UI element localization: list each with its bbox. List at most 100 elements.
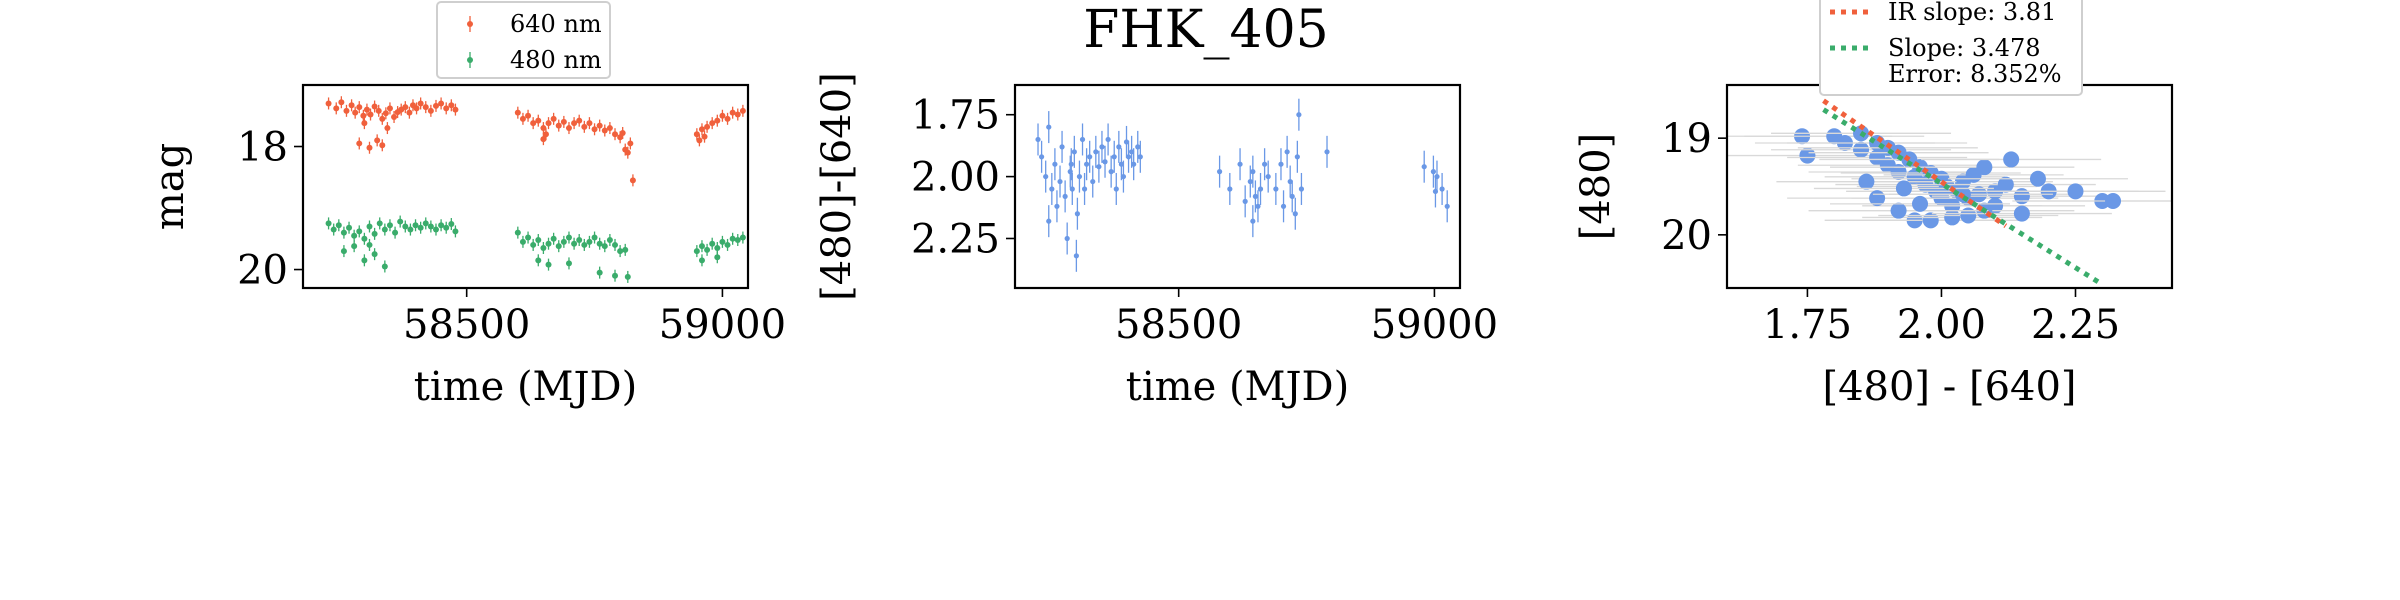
marker	[1278, 161, 1284, 167]
marker	[550, 115, 557, 122]
marker	[406, 109, 413, 116]
data-point	[627, 137, 634, 150]
data-point	[386, 102, 393, 115]
data-point	[535, 254, 542, 267]
x-axis-label: [480] - [640]	[1822, 364, 2076, 410]
data-point	[698, 240, 705, 253]
marker	[617, 248, 624, 255]
marker	[407, 226, 414, 233]
marker	[325, 100, 332, 107]
data-point	[1125, 140, 1132, 173]
marker	[1074, 211, 1081, 217]
marker	[1046, 218, 1052, 224]
marker	[734, 111, 741, 118]
data-point	[724, 112, 731, 125]
marker	[540, 245, 547, 252]
marker	[606, 125, 613, 132]
data-point	[1111, 140, 1117, 173]
data-point	[701, 130, 708, 143]
marker	[1129, 149, 1135, 155]
data-point	[356, 225, 363, 238]
data-point	[1262, 148, 1268, 181]
data-point	[519, 235, 526, 248]
data-point	[734, 234, 741, 247]
marker	[375, 107, 382, 114]
marker	[601, 127, 608, 134]
marker	[356, 104, 363, 111]
data-point	[366, 220, 373, 233]
data-point	[1120, 160, 1127, 193]
data-point	[397, 215, 404, 228]
marker	[1242, 198, 1248, 204]
data-point	[719, 235, 726, 248]
data-point	[525, 109, 532, 122]
marker	[1439, 186, 1445, 192]
marker	[698, 243, 705, 250]
data-point	[417, 221, 424, 234]
data-point	[407, 223, 414, 236]
marker	[422, 104, 429, 111]
data-point	[704, 120, 711, 133]
data-point	[412, 219, 419, 232]
data-point	[1071, 135, 1077, 168]
marker	[714, 117, 721, 124]
data-point	[1289, 180, 1295, 213]
data-point	[381, 223, 388, 236]
data-point	[371, 100, 378, 113]
data-point	[555, 240, 562, 253]
marker	[1093, 149, 1099, 155]
data-point	[1068, 148, 1074, 181]
data-point	[1257, 172, 1264, 205]
data-point	[438, 219, 445, 232]
data-point	[384, 122, 391, 135]
x-tick-label: 58500	[1115, 302, 1242, 348]
data-point	[545, 258, 552, 271]
marker	[438, 100, 445, 107]
marker	[1111, 154, 1117, 160]
marker	[576, 237, 583, 244]
data-point	[1292, 197, 1298, 230]
marker	[1976, 159, 1993, 176]
marker	[624, 149, 631, 156]
data-point	[596, 237, 603, 250]
marker	[2013, 188, 2030, 205]
marker	[1099, 144, 1105, 150]
marker	[565, 125, 572, 132]
marker	[709, 120, 716, 127]
data-point	[1035, 123, 1041, 156]
data-point	[724, 238, 731, 251]
data-point	[1421, 150, 1427, 183]
data-point	[571, 237, 578, 250]
marker	[581, 123, 588, 130]
x-tick-label: 58500	[403, 302, 530, 348]
data-point	[565, 122, 572, 135]
marker	[1922, 212, 1939, 229]
data-point	[571, 117, 578, 130]
marker	[1113, 186, 1119, 192]
data-point	[617, 245, 624, 258]
marker	[379, 115, 386, 122]
data-point	[1894, 159, 2075, 176]
data-point	[612, 128, 619, 141]
marker	[619, 129, 626, 136]
data-point	[596, 119, 603, 132]
data-point	[1216, 155, 1223, 188]
data-point	[1046, 205, 1052, 238]
data-point	[1108, 155, 1114, 188]
marker	[356, 228, 363, 235]
marker	[565, 234, 572, 241]
data-point	[443, 221, 450, 234]
marker	[1262, 161, 1268, 167]
data-point	[540, 133, 547, 146]
data-point	[1079, 123, 1086, 156]
marker	[693, 248, 700, 255]
data-point	[1776, 173, 1957, 190]
marker	[540, 125, 547, 132]
legend-label: Slope: 3.478	[1888, 34, 2041, 62]
chart-panel3: 1.75 2.00 2.25 19 20 [480] - [640] [480] IR slo…	[1573, 0, 2174, 410]
data-point	[1985, 183, 2166, 200]
marker	[2013, 205, 2030, 222]
marker	[2067, 183, 2084, 200]
